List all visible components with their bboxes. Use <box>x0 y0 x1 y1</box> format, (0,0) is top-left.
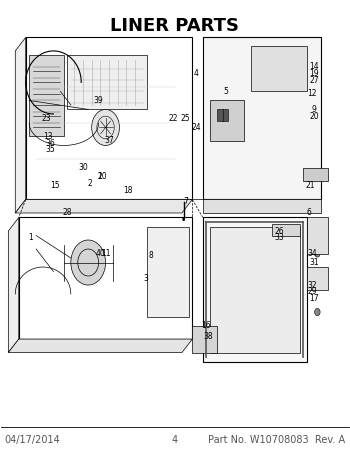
Text: 29: 29 <box>307 287 317 296</box>
Polygon shape <box>29 55 64 136</box>
Text: 17: 17 <box>309 294 319 303</box>
Text: 18: 18 <box>123 186 133 195</box>
Bar <box>222 110 228 120</box>
Polygon shape <box>203 38 321 199</box>
Text: 21: 21 <box>306 182 315 190</box>
Text: 31: 31 <box>309 258 319 267</box>
Polygon shape <box>210 226 300 352</box>
Text: 3: 3 <box>143 274 148 283</box>
Text: 1: 1 <box>29 233 33 242</box>
Text: 12: 12 <box>307 89 317 98</box>
Text: Part No. W10708083  Rev. A: Part No. W10708083 Rev. A <box>208 435 345 445</box>
Polygon shape <box>15 199 192 213</box>
Text: 13: 13 <box>43 132 53 141</box>
Text: 10: 10 <box>97 173 107 182</box>
Circle shape <box>315 250 320 257</box>
Text: 6: 6 <box>306 208 311 217</box>
Text: 26: 26 <box>274 226 284 236</box>
Polygon shape <box>203 199 321 213</box>
Text: 34: 34 <box>307 249 317 258</box>
Bar <box>217 110 223 120</box>
Text: 16: 16 <box>202 321 211 330</box>
Text: 8: 8 <box>148 251 153 260</box>
Text: 33: 33 <box>274 233 284 242</box>
Text: 35: 35 <box>45 145 55 154</box>
Polygon shape <box>8 217 19 352</box>
Circle shape <box>182 217 185 221</box>
Polygon shape <box>147 226 189 317</box>
Text: 27: 27 <box>309 76 319 85</box>
Bar <box>307 217 328 254</box>
Text: 5: 5 <box>223 87 228 96</box>
Polygon shape <box>15 38 26 213</box>
Circle shape <box>315 281 320 289</box>
Text: 2: 2 <box>98 173 103 182</box>
Text: 30: 30 <box>78 164 88 173</box>
Text: 4: 4 <box>172 435 178 445</box>
Text: 32: 32 <box>307 280 317 289</box>
Bar <box>307 267 328 289</box>
Text: 4: 4 <box>194 69 198 78</box>
Text: 25: 25 <box>181 114 190 123</box>
Text: 37: 37 <box>104 136 114 145</box>
Text: 24: 24 <box>191 123 201 132</box>
Text: 23: 23 <box>42 114 51 123</box>
Text: LINER PARTS: LINER PARTS <box>111 17 239 35</box>
Text: 15: 15 <box>50 182 60 190</box>
Polygon shape <box>203 217 307 361</box>
Text: 14: 14 <box>309 62 319 71</box>
Text: 9: 9 <box>312 105 316 114</box>
Text: 7: 7 <box>183 197 188 206</box>
Text: 11: 11 <box>101 249 110 258</box>
Polygon shape <box>8 339 192 352</box>
Polygon shape <box>251 46 307 92</box>
Text: 28: 28 <box>63 208 72 217</box>
Text: 39: 39 <box>94 96 104 105</box>
Text: 2: 2 <box>88 179 92 188</box>
Bar <box>303 168 328 182</box>
Bar <box>193 326 217 352</box>
Circle shape <box>92 110 119 145</box>
Polygon shape <box>210 101 244 141</box>
Circle shape <box>71 240 106 285</box>
Text: 38: 38 <box>203 333 213 341</box>
Polygon shape <box>67 55 147 110</box>
Circle shape <box>315 308 320 316</box>
Text: 22: 22 <box>168 114 178 123</box>
Text: 40: 40 <box>96 249 105 258</box>
Text: 04/17/2014: 04/17/2014 <box>5 435 61 445</box>
Bar <box>272 224 300 236</box>
Text: 20: 20 <box>309 112 319 120</box>
Text: 36: 36 <box>45 139 55 148</box>
Text: 19: 19 <box>309 69 319 78</box>
